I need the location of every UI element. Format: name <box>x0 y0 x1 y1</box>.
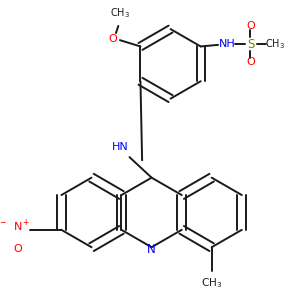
Text: N: N <box>14 223 22 232</box>
Text: N: N <box>147 243 156 256</box>
Text: O: O <box>14 244 22 254</box>
Text: −: − <box>0 218 5 227</box>
Text: CH$_3$: CH$_3$ <box>110 6 130 20</box>
Text: CH$_3$: CH$_3$ <box>201 277 222 290</box>
Text: +: + <box>22 218 28 227</box>
Text: O: O <box>246 21 255 31</box>
Text: S: S <box>247 38 254 51</box>
Text: CH$_3$: CH$_3$ <box>265 37 285 51</box>
Text: HN: HN <box>112 142 128 152</box>
Text: NH: NH <box>219 39 236 49</box>
Text: O: O <box>108 34 117 44</box>
Text: O: O <box>246 57 255 67</box>
